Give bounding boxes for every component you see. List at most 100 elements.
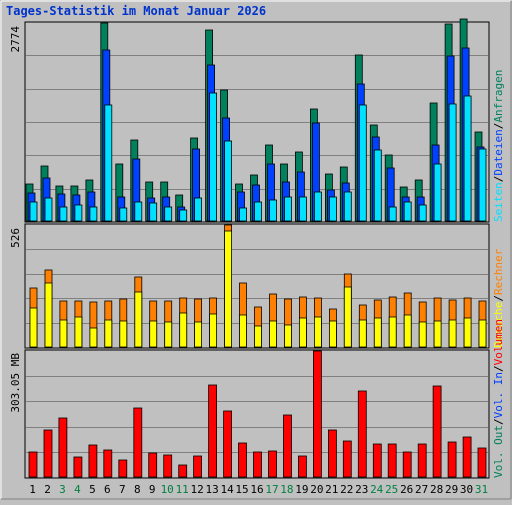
top-bar-seiten-day-28: [433, 163, 442, 222]
day-label-30: 30: [460, 483, 473, 496]
bottom-bar-volumen-day-18: [283, 414, 292, 478]
top-bar-seiten-day-21: [328, 196, 337, 222]
top-bar-seiten-day-24: [373, 149, 382, 222]
bottom-bar-volumen-day-10: [163, 454, 173, 478]
top-bar-seiten-day-18: [284, 196, 292, 222]
bottom-bar-volumen-day-29: [447, 441, 457, 478]
top-bar-seiten-day-12: [194, 197, 203, 222]
day-label-21: 21: [325, 483, 338, 496]
bottom-legend-vol-in: Vol. In: [492, 372, 505, 418]
day-label-6: 6: [104, 483, 111, 496]
top-legend-anfragen: Anfragen: [492, 70, 505, 123]
day-label-10: 10: [161, 483, 174, 496]
day-label-19: 19: [295, 483, 308, 496]
top-legend-seiten: Seiten: [492, 182, 505, 222]
middle-bar-besuche-day-14: [224, 230, 233, 348]
bottom-legend-separator: /: [492, 365, 505, 372]
day-label-31: 31: [475, 483, 488, 496]
middle-bar-besuche-day-11: [179, 312, 188, 348]
middle-bar-besuche-day-4: [74, 316, 83, 348]
day-label-11: 11: [176, 483, 189, 496]
bottom-bar-volumen-day-13: [208, 384, 218, 478]
top-bar-seiten-day-7: [119, 207, 128, 222]
middle-bar-besuche-day-26: [403, 314, 412, 348]
middle-bar-besuche-day-21: [328, 320, 337, 348]
bottom-bar-volumen-day-19: [297, 455, 307, 478]
top-bar-seiten-day-2: [44, 197, 53, 222]
top-bar-seiten-day-31: [478, 148, 487, 222]
day-label-2: 2: [44, 483, 51, 496]
middle-bar-besuche-day-31: [478, 319, 487, 348]
day-label-13: 13: [205, 483, 218, 496]
day-label-22: 22: [340, 483, 353, 496]
day-label-17: 17: [265, 483, 278, 496]
top-bar-seiten-day-30: [463, 95, 472, 222]
day-label-27: 27: [415, 483, 428, 496]
bottom-bar-volumen-day-24: [372, 443, 382, 478]
day-label-28: 28: [430, 483, 443, 496]
middle-bar-besuche-day-28: [433, 320, 442, 348]
top-bar-seiten-day-15: [239, 207, 247, 222]
bottom-legend-vol-out: Vol. Out: [492, 425, 505, 478]
day-label-20: 20: [310, 483, 323, 496]
middle-bar-besuche-day-13: [209, 313, 218, 348]
middle-bar-besuche-day-25: [388, 316, 397, 348]
top-bar-seiten-day-6: [104, 104, 113, 222]
middle-bar-besuche-day-30: [463, 317, 472, 348]
top-bar-seiten-day-10: [164, 206, 173, 222]
bottom-bar-volumen-day-11: [178, 464, 188, 478]
bottom-bar-volumen-day-6: [103, 449, 113, 478]
bottom-bar-volumen-day-31: [477, 447, 487, 478]
bottom-bar-volumen-day-7: [118, 459, 128, 478]
middle-bar-besuche-day-16: [254, 325, 262, 348]
middle-panel: 526 Besuche/Rechner: [9, 223, 505, 349]
day-label-4: 4: [74, 483, 81, 496]
top-bar-seiten-day-3: [59, 206, 68, 222]
day-label-16: 16: [250, 483, 263, 496]
top-bar-seiten-day-5: [89, 206, 98, 222]
middle-bar-besuche-day-20: [313, 316, 322, 348]
top-legend-separator: /: [492, 176, 505, 183]
top-bar-seiten-day-29: [448, 103, 457, 222]
bottom-bar-volumen-day-3: [58, 417, 68, 478]
middle-bar-besuche-day-22: [343, 286, 352, 348]
bottom-bar-volumen-day-12: [193, 455, 203, 478]
middle-bar-besuche-day-23: [358, 319, 367, 348]
bottom-bar-volumen-day-5: [88, 444, 98, 478]
top-series-legend: Seiten/Dateien/Anfragen: [492, 70, 505, 222]
middle-bar-besuche-day-15: [239, 314, 247, 348]
top-bar-seiten-day-4: [74, 204, 83, 222]
top-bar-seiten-day-9: [149, 202, 158, 222]
bottom-bar-volumen-day-16: [253, 451, 262, 478]
top-bar-seiten-day-17: [269, 199, 277, 222]
chart-panels: 2774Seiten/Dateien/Anfragen526Besuche/Re…: [9, 18, 505, 479]
middle-bar-besuche-day-27: [418, 321, 427, 348]
bottom-bar-volumen-day-8: [133, 407, 143, 478]
middle-legend-rechner: Rechner: [492, 248, 505, 295]
middle-bar-besuche-day-12: [194, 321, 203, 348]
middle-series-legend: Besuche/Rechner: [492, 248, 505, 348]
middle-bar-besuche-day-2: [44, 282, 53, 348]
bottom-bar-volumen-day-9: [148, 452, 158, 478]
day-label-14: 14: [220, 483, 234, 496]
middle-y-max-label: 526: [9, 228, 22, 248]
chart-title: Tages-Statistik im Monat Januar 2026: [6, 4, 266, 18]
bottom-bar-volumen-day-26: [402, 451, 412, 478]
bottom-bar-volumen-day-14: [223, 410, 233, 478]
day-label-12: 12: [190, 483, 203, 496]
top-bar-seiten-day-1: [29, 201, 38, 222]
top-bar-seiten-day-26: [403, 201, 412, 222]
bottom-bar-volumen-day-21: [327, 429, 337, 478]
day-label-24: 24: [370, 483, 384, 496]
bottom-bar-volumen-day-27: [417, 443, 427, 478]
bottom-bar-volumen-day-30: [462, 436, 472, 478]
middle-bar-besuche-day-1: [29, 307, 38, 348]
bottom-bar-volumen-day-25: [387, 443, 397, 478]
top-bar-seiten-day-23: [358, 104, 367, 222]
day-axis: 1 2 3 4 5 6 7 8 9 10 11 12 13 14 15 16 17 18 19 20 21 22 23 24 2…: [29, 483, 488, 496]
middle-bar-besuche-day-8: [134, 291, 143, 348]
middle-bar-besuche-day-24: [373, 317, 382, 348]
middle-legend-separator: /: [492, 295, 505, 302]
